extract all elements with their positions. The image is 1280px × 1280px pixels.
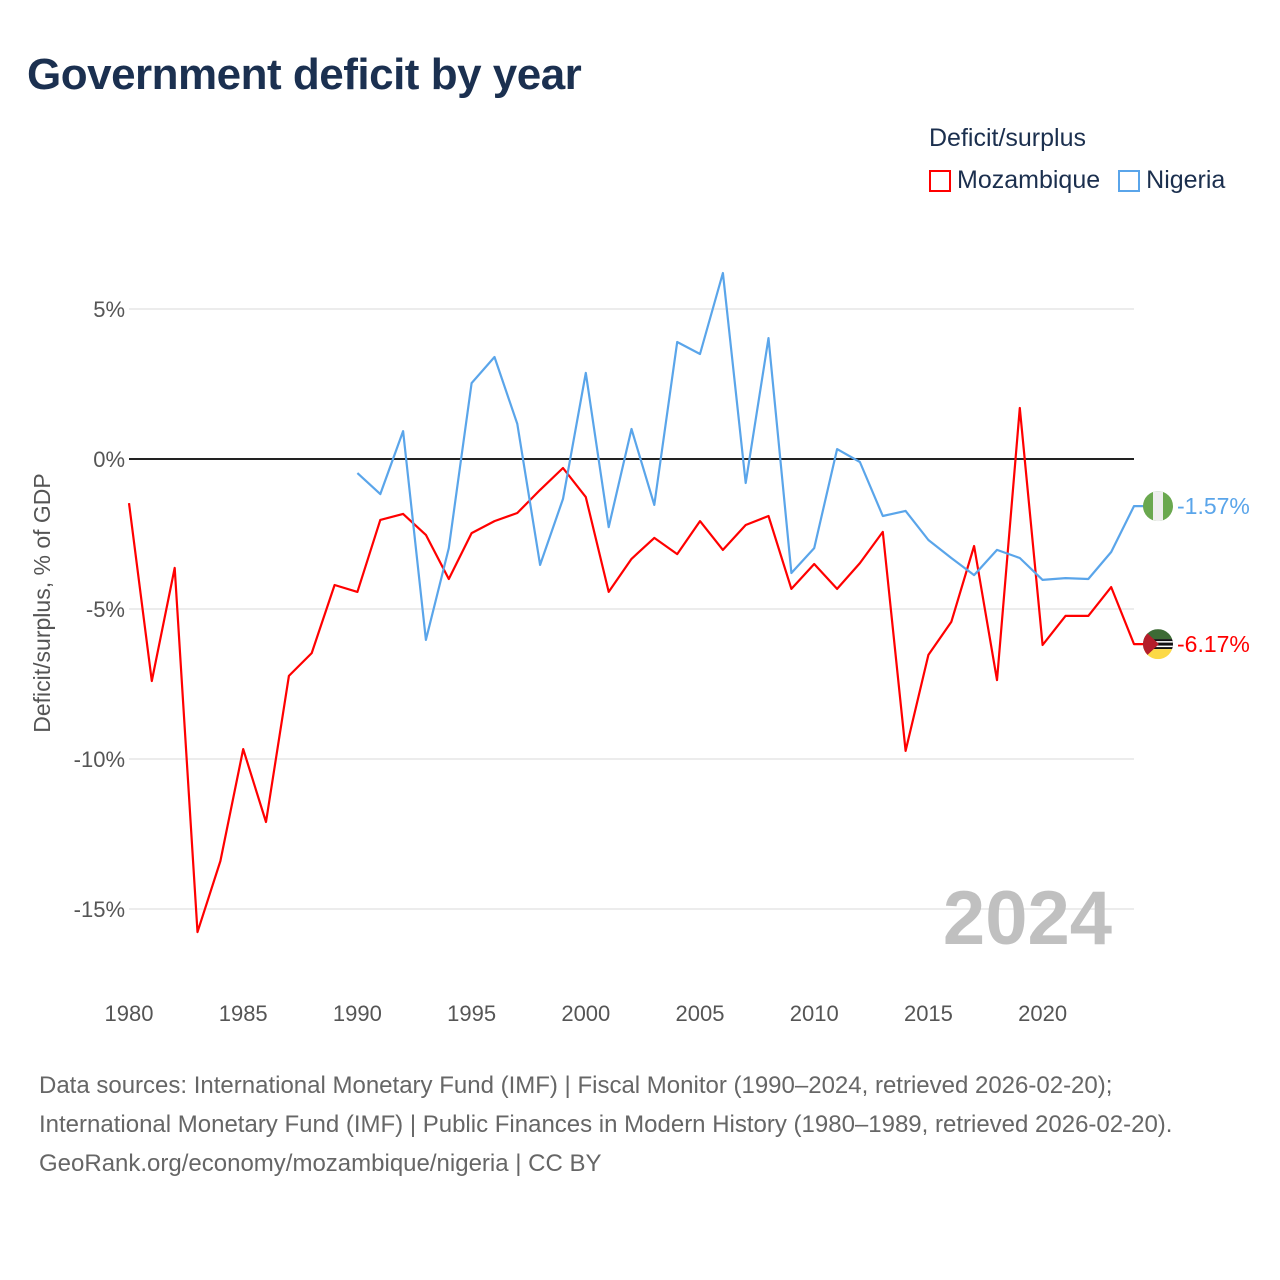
series-line-nigeria [356,271,1158,641]
legend: Mozambique Nigeria [929,166,1225,195]
series-line-mozambique [127,406,1158,934]
legend-item-nigeria[interactable]: Nigeria [1118,166,1225,195]
legend-swatch-nigeria [1118,169,1141,192]
attribution-link[interactable]: GeoRank.org/economy/mozambique/nigeria |… [39,1150,602,1177]
flag-body [1143,629,1173,660]
flag-green [1143,629,1173,640]
line-chart: 5% 0% -5% -10% -15% 1980 1985 1990 1995 2000 2005 2… [29,271,1250,1026]
x-tick-label: 1985 [219,1001,268,1026]
y-tick-label: -5% [86,597,125,622]
x-tick-label: 1990 [333,1001,382,1026]
flag-white [1153,491,1163,522]
mozambique-flag-icon [1143,629,1173,660]
flag-red-triangle [1143,629,1159,660]
y-tick-label: -15% [74,897,125,922]
y-tick-label: -10% [74,747,125,772]
legend-swatch-mozambique [929,169,951,192]
x-tick-label: 1995 [447,1001,496,1026]
x-tick-label: 1980 [105,1001,154,1026]
legend-label: Mozambique [957,166,1101,194]
x-tick-label: 2020 [1018,1001,1067,1026]
end-value-label: -6.17% [1177,631,1250,657]
nigeria-flag-icon [1143,491,1173,522]
legend-item-mozambique[interactable]: Mozambique [929,166,1100,195]
y-axis-label: Deficit/surplus, % of GDP [29,473,55,732]
legend-title: Deficit/surplus [929,124,1086,152]
y-tick-label: 5% [93,297,125,322]
y-tick-label: 0% [93,447,125,472]
x-tick-label: 2005 [676,1001,725,1026]
flag-yellow [1143,649,1173,660]
x-tick-label: 2015 [904,1001,953,1026]
x-tick-label: 2000 [561,1001,610,1026]
x-tick-label: 2010 [790,1001,839,1026]
data-sources: Data sources: International Monetary Fun… [39,1072,1173,1138]
end-value-label: -1.57% [1177,493,1250,519]
flag-body [1143,491,1173,522]
source-note: Data sources: International Monetary Fun… [39,1066,1239,1183]
chart-title: Government deficit by year [27,50,582,99]
year-watermark: 2024 [943,876,1112,961]
legend-label: Nigeria [1146,166,1226,194]
